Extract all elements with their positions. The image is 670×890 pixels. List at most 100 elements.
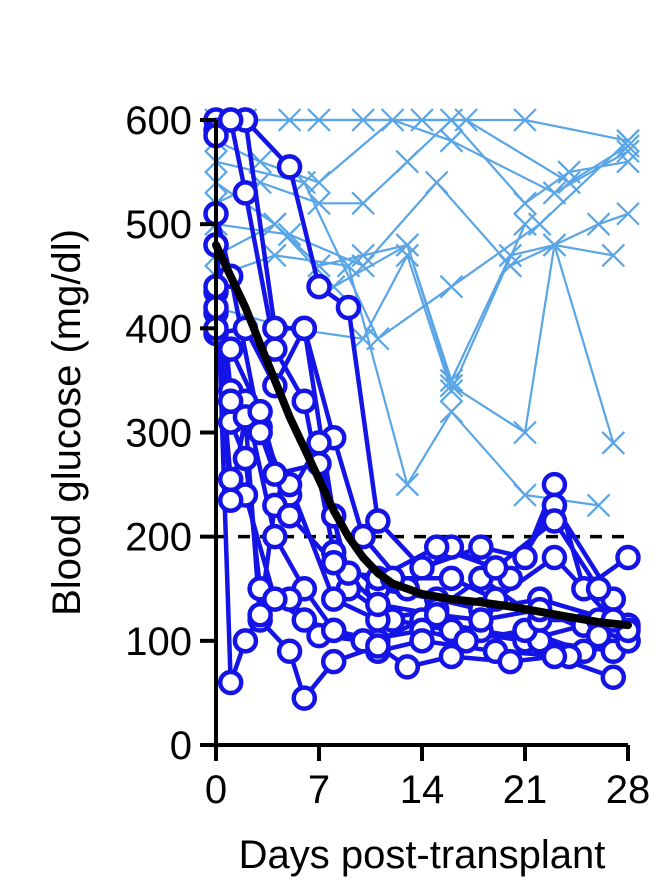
reversed-point-marker [291,607,318,633]
x-tick-label: 7 [308,768,330,812]
reversed-point-marker [217,487,244,513]
reversed-point-marker [262,523,288,550]
non-reversed-point-marker [380,108,405,132]
non-reversed-point-marker [616,139,640,164]
reversed-point-marker [320,648,347,675]
y-tick-label: 600 [125,99,192,143]
reversed-point-marker [247,398,273,425]
reversed-point-marker [335,294,362,321]
reversed-point-marker [438,643,465,670]
reversed-point-marker [615,544,641,571]
reversed-point-marker [247,602,273,628]
reversed-point-marker [320,549,347,576]
non-reversed-point-marker [351,108,375,132]
y-tick-label: 100 [125,620,192,664]
non-reversed-point-marker [542,181,567,205]
reversed-point-marker [365,591,391,618]
non-reversed-point-marker [263,212,287,236]
non-reversed-point-marker [616,129,640,153]
reversed-point-marker [320,617,347,644]
reversed-point-marker [247,419,273,446]
non-reversed-point-marker [366,326,390,351]
non-reversed-point-marker [586,212,611,236]
non-reversed-point-marker [601,243,626,268]
reversed-point-marker [585,622,612,649]
y-tick-label: 400 [125,307,192,351]
non-reversed-series-line [215,118,629,205]
x-tick-label: 28 [606,768,651,812]
reversed-point-marker [409,628,435,654]
reversed-point-marker [262,461,288,487]
non-reversed-point-marker [277,222,302,247]
reversed-point-marker [217,388,244,414]
reversed-point-marker [423,602,450,628]
reversed-point-marker [468,607,494,633]
reversed-point-marker [276,154,303,180]
non-reversed-point-marker [439,274,464,299]
reversed-point-marker [276,503,303,529]
reversed-point-marker [541,508,568,534]
reversed-series-layer [203,107,641,711]
non-reversed-point-marker [513,108,537,132]
non-reversed-point-marker [616,201,640,226]
non-reversed-point-marker [542,233,567,257]
reversed-point-marker [541,471,568,498]
non-reversed-point-marker [395,233,420,257]
non-reversed-point-marker [351,191,375,216]
y-tick-label: 500 [125,203,192,247]
y-ticks: 0 100 200 300 400 500 600 [125,99,216,768]
reversed-point-marker [276,638,303,664]
reversed-point-marker [217,107,244,133]
x-ticks: 0 7 14 21 28 [205,745,650,812]
non-reversed-point-marker [395,149,420,174]
reversed-point-marker [453,628,479,654]
x-axis-title: Days post-transplant [239,833,606,877]
non-reversed-point-marker [616,149,640,174]
non-reversed-point-marker [586,493,611,518]
reversed-point-marker [482,555,509,581]
reversed-point-marker [306,273,332,300]
reversed-point-marker [232,628,259,654]
reversed-point-marker [291,685,318,711]
non-reversed-point-marker [527,212,552,236]
reversed-point-marker [217,336,244,362]
reversed-point-marker [409,555,435,581]
reversed-series-line [214,117,629,628]
reversed-point-marker [291,388,318,414]
non-reversed-point-marker [513,191,537,216]
non-reversed-point-marker [395,243,420,268]
x-tick-label: 0 [205,768,227,812]
y-tick-label: 0 [170,724,192,768]
reversed-point-marker [306,430,332,456]
reversed-point-marker [541,643,568,670]
mean-curve [212,241,632,630]
non-reversed-point-marker [439,399,464,424]
non-reversed-series-layer [204,108,640,518]
reversed-point-marker [541,544,568,571]
reversed-point-marker [291,315,318,342]
reversed-point-marker [468,534,494,560]
reversed-point-marker [262,315,288,342]
y-axis-title: Blood glucose (mg/dl) [45,229,89,616]
mean-curve-layer [212,241,632,630]
non-reversed-point-marker [601,431,626,455]
reversed-point-marker [365,508,391,534]
reversed-point-marker [320,586,347,612]
non-reversed-point-marker [513,420,537,445]
non-reversed-point-marker [439,373,464,398]
reversed-point-marker [217,669,244,696]
non-reversed-point-marker [439,129,464,153]
reversed-point-marker [497,648,524,675]
non-reversed-point-marker [277,108,302,132]
reversed-point-marker [512,544,538,571]
non-reversed-point-marker [557,160,581,184]
reversed-point-marker [438,565,465,592]
y-tick-label: 300 [125,412,192,456]
non-reversed-point-marker [439,108,464,132]
reversed-point-marker [600,664,627,691]
reversed-point-marker [365,633,391,659]
reversed-point-marker [394,654,421,680]
y-tick-label: 200 [125,516,192,560]
x-tick-label: 21 [503,768,548,812]
